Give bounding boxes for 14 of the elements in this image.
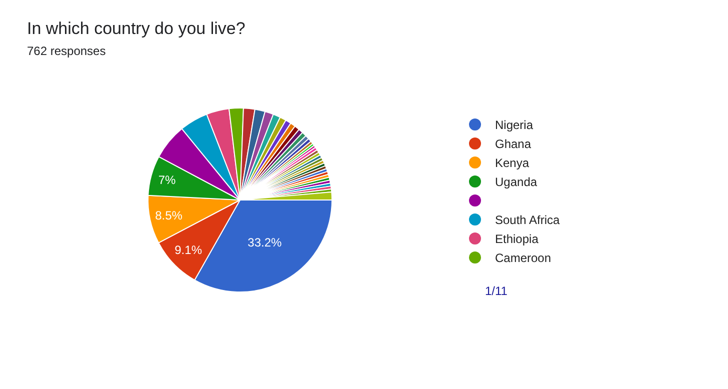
legend-label: Cameroon [495,251,552,266]
legend-label: Nigeria [495,118,534,132]
data-label: 8.5% [155,208,183,223]
chart-title: In which country do you live? [27,19,246,38]
data-label: 33.2% [248,236,282,250]
legend-label: Kenya [495,156,530,170]
legend-label: Ethiopia [495,232,539,246]
data-label: 9.1% [174,242,202,257]
legend-label: Uganda [495,175,538,190]
legend-label: South Africa [495,213,560,228]
text: 1/11 [485,284,508,298]
legend-label: Ghana [495,137,532,152]
data-label: 7% [158,172,176,187]
chart-subtitle: 762 responses [27,44,106,58]
